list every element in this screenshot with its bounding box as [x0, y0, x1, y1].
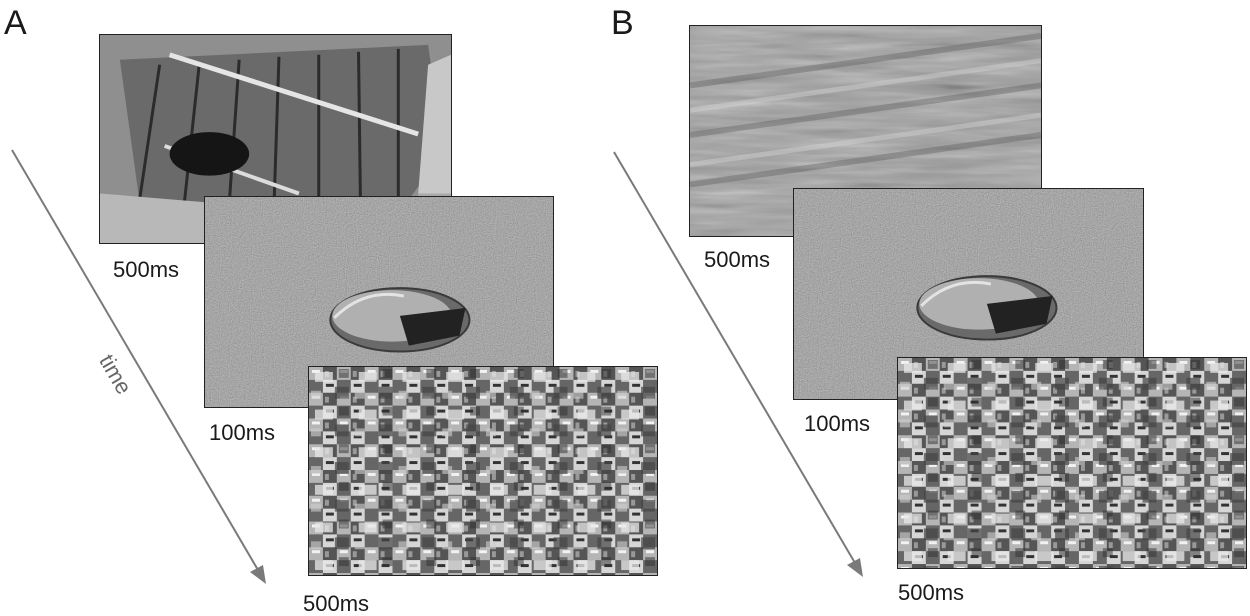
panel-b-letter: B [611, 4, 634, 42]
target-duration-label-b: 100ms [804, 411, 871, 436]
mask-image-b [897, 357, 1247, 569]
mask-image-a-art [309, 367, 657, 575]
scene-duration-label-b: 500ms [704, 247, 771, 272]
mask-duration-label-a: 500ms [303, 591, 370, 616]
scene-image-a-art [100, 35, 451, 243]
target-image-a-art [205, 197, 553, 407]
target-duration-label-a: 100ms [209, 420, 276, 445]
mask-duration-label-b: 500ms [898, 580, 965, 605]
scene-duration-label-a: 500ms [113, 257, 180, 282]
mask-image-b-art [898, 358, 1246, 568]
scene-image-a [99, 34, 452, 244]
mask-image-a [308, 366, 658, 576]
panel-a-letter: A [4, 4, 27, 42]
target-image-a [204, 196, 554, 408]
